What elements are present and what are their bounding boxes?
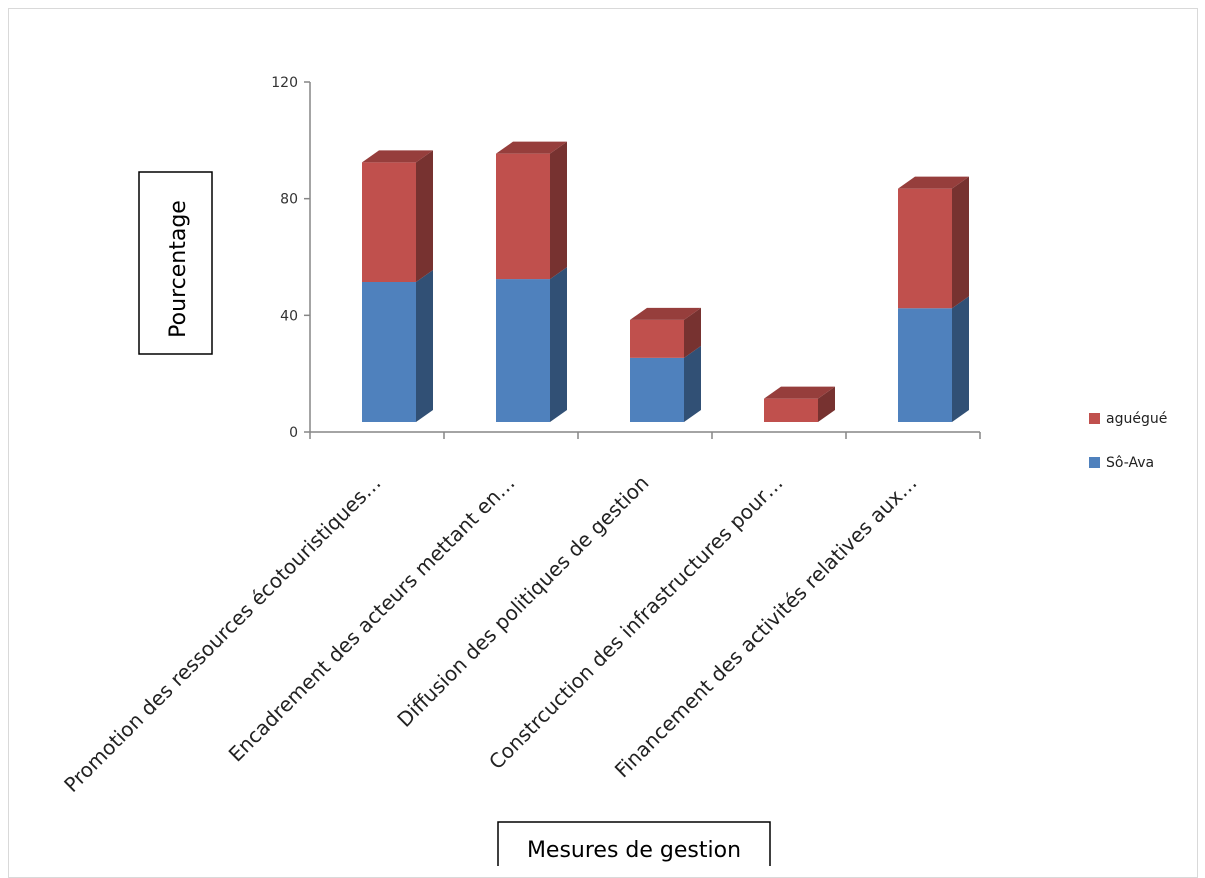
x-axis-title: Mesures de gestion: [527, 838, 741, 863]
bar-segment: [630, 357, 684, 422]
legend-swatch: [1089, 413, 1100, 424]
bars: [362, 141, 969, 422]
legend: aguégué Sô-Ava: [1089, 411, 1167, 471]
bar-top: [362, 150, 433, 163]
bar-segment: [362, 162, 416, 282]
bar-segment: [764, 398, 818, 422]
y-tick-label: 0: [289, 425, 298, 441]
bar-side: [684, 345, 701, 422]
legend-label: aguégué: [1106, 411, 1167, 427]
legend-swatch: [1089, 457, 1100, 468]
bar-side: [416, 270, 433, 422]
bar-segment: [362, 282, 416, 422]
bar-top: [764, 386, 835, 399]
bar-side: [550, 141, 567, 280]
bar-segment: [898, 308, 952, 422]
bar-side: [952, 176, 969, 309]
bar-segment: [630, 319, 684, 358]
x-axis-title-box: Mesures de gestion: [497, 821, 771, 873]
bar-segment: [496, 153, 550, 280]
chart-frame: [8, 8, 1198, 878]
bar-side: [818, 386, 835, 422]
bar-segment: [898, 188, 952, 309]
y-tick-label: 120: [271, 75, 298, 91]
axes: [304, 81, 981, 439]
bar-top: [898, 176, 969, 189]
bar-side: [550, 267, 567, 422]
y-tick-label: 40: [280, 308, 298, 324]
y-axis-title: Pourcentage: [166, 200, 191, 338]
bar-segment: [496, 279, 550, 422]
bar-side: [684, 307, 701, 358]
y-tick-labels: 0 40 80 120: [271, 75, 298, 441]
bar-top: [630, 307, 701, 320]
y-tick-label: 80: [280, 192, 298, 208]
bar-side: [416, 150, 433, 282]
bar-side: [952, 296, 969, 422]
legend-label: Sô-Ava: [1106, 455, 1154, 471]
y-axis-title-box: Pourcentage: [138, 171, 213, 355]
bar-top: [496, 141, 567, 154]
